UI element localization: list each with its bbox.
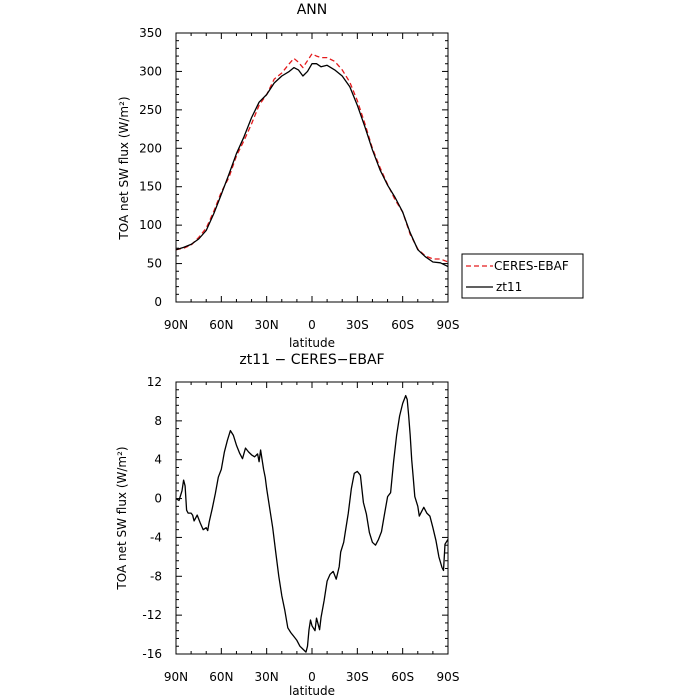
plot-frame xyxy=(175,381,449,655)
axis-ticks: 90N 60N 30N 0 30S 60S 90S 0 50 100 150 200 250 300 350 xyxy=(139,26,459,332)
y-tick-label: 100 xyxy=(139,218,162,232)
legend-label-zt11: zt11 xyxy=(496,280,522,294)
y-axis-label: TOA net SW flux (W/m²) xyxy=(115,446,129,590)
series-group xyxy=(175,53,449,268)
x-tick-label: 0 xyxy=(308,318,316,332)
x-tick-label: 60S xyxy=(391,670,414,684)
series-group xyxy=(175,394,449,653)
plot-frame xyxy=(175,32,449,303)
x-tick-label: 90N xyxy=(164,318,188,332)
x-tick-label: 60S xyxy=(391,318,414,332)
x-tick-label: 30N xyxy=(255,670,279,684)
y-tick-label: 300 xyxy=(139,64,162,78)
y-tick-label: 250 xyxy=(139,103,162,117)
x-tick-label: 30S xyxy=(346,670,369,684)
x-tick-label: 90S xyxy=(437,670,460,684)
y-tick-label: 150 xyxy=(139,180,162,194)
y-tick-label: -16 xyxy=(142,647,162,661)
legend-box xyxy=(461,253,584,299)
chart-title: zt11 − CERES−EBAF xyxy=(239,352,384,368)
axis-ticks: 90N 60N 30N 0 30S 60S 90S -16 -12 -8 -4 0 4 8 12 xyxy=(142,375,459,684)
bottom-panel: zt11 − CERES−EBAF 90N 60N 30N 0 30S 60S 90S -16… xyxy=(115,352,459,698)
top-panel: ANN 90N 60N 30N 0 30S 60S 90S 0 50 100 150 200 250 30… xyxy=(117,2,584,350)
x-tick-label: 60N xyxy=(209,318,233,332)
y-tick-label: 0 xyxy=(154,492,162,506)
series-line-ceres-ebaf xyxy=(175,53,449,263)
y-tick-label: 8 xyxy=(154,414,162,428)
series-line-difference xyxy=(175,394,449,653)
legend: CERES-EBAF zt11 xyxy=(461,253,584,299)
series-line-zt11 xyxy=(175,63,449,268)
x-tick-label: 30N xyxy=(255,318,279,332)
legend-label-ceres: CERES-EBAF xyxy=(494,259,569,273)
x-tick-label: 60N xyxy=(209,670,233,684)
y-tick-label: 200 xyxy=(139,141,162,155)
y-tick-label: 350 xyxy=(139,26,162,40)
x-tick-label: 90S xyxy=(437,318,460,332)
y-tick-label: 12 xyxy=(147,375,162,389)
y-tick-label: -4 xyxy=(150,530,162,544)
x-axis-label: latitude xyxy=(289,336,335,350)
x-tick-label: 0 xyxy=(308,670,316,684)
x-tick-label: 30S xyxy=(346,318,369,332)
chart-title: ANN xyxy=(297,2,328,18)
y-tick-label: -8 xyxy=(150,569,162,583)
x-axis-label: latitude xyxy=(289,684,335,698)
y-tick-label: 0 xyxy=(154,295,162,309)
y-axis-label: TOA net SW flux (W/m²) xyxy=(117,96,131,240)
y-tick-label: -12 xyxy=(142,608,162,622)
x-tick-label: 90N xyxy=(164,670,188,684)
y-tick-label: 4 xyxy=(154,453,162,467)
y-tick-label: 50 xyxy=(147,257,162,271)
